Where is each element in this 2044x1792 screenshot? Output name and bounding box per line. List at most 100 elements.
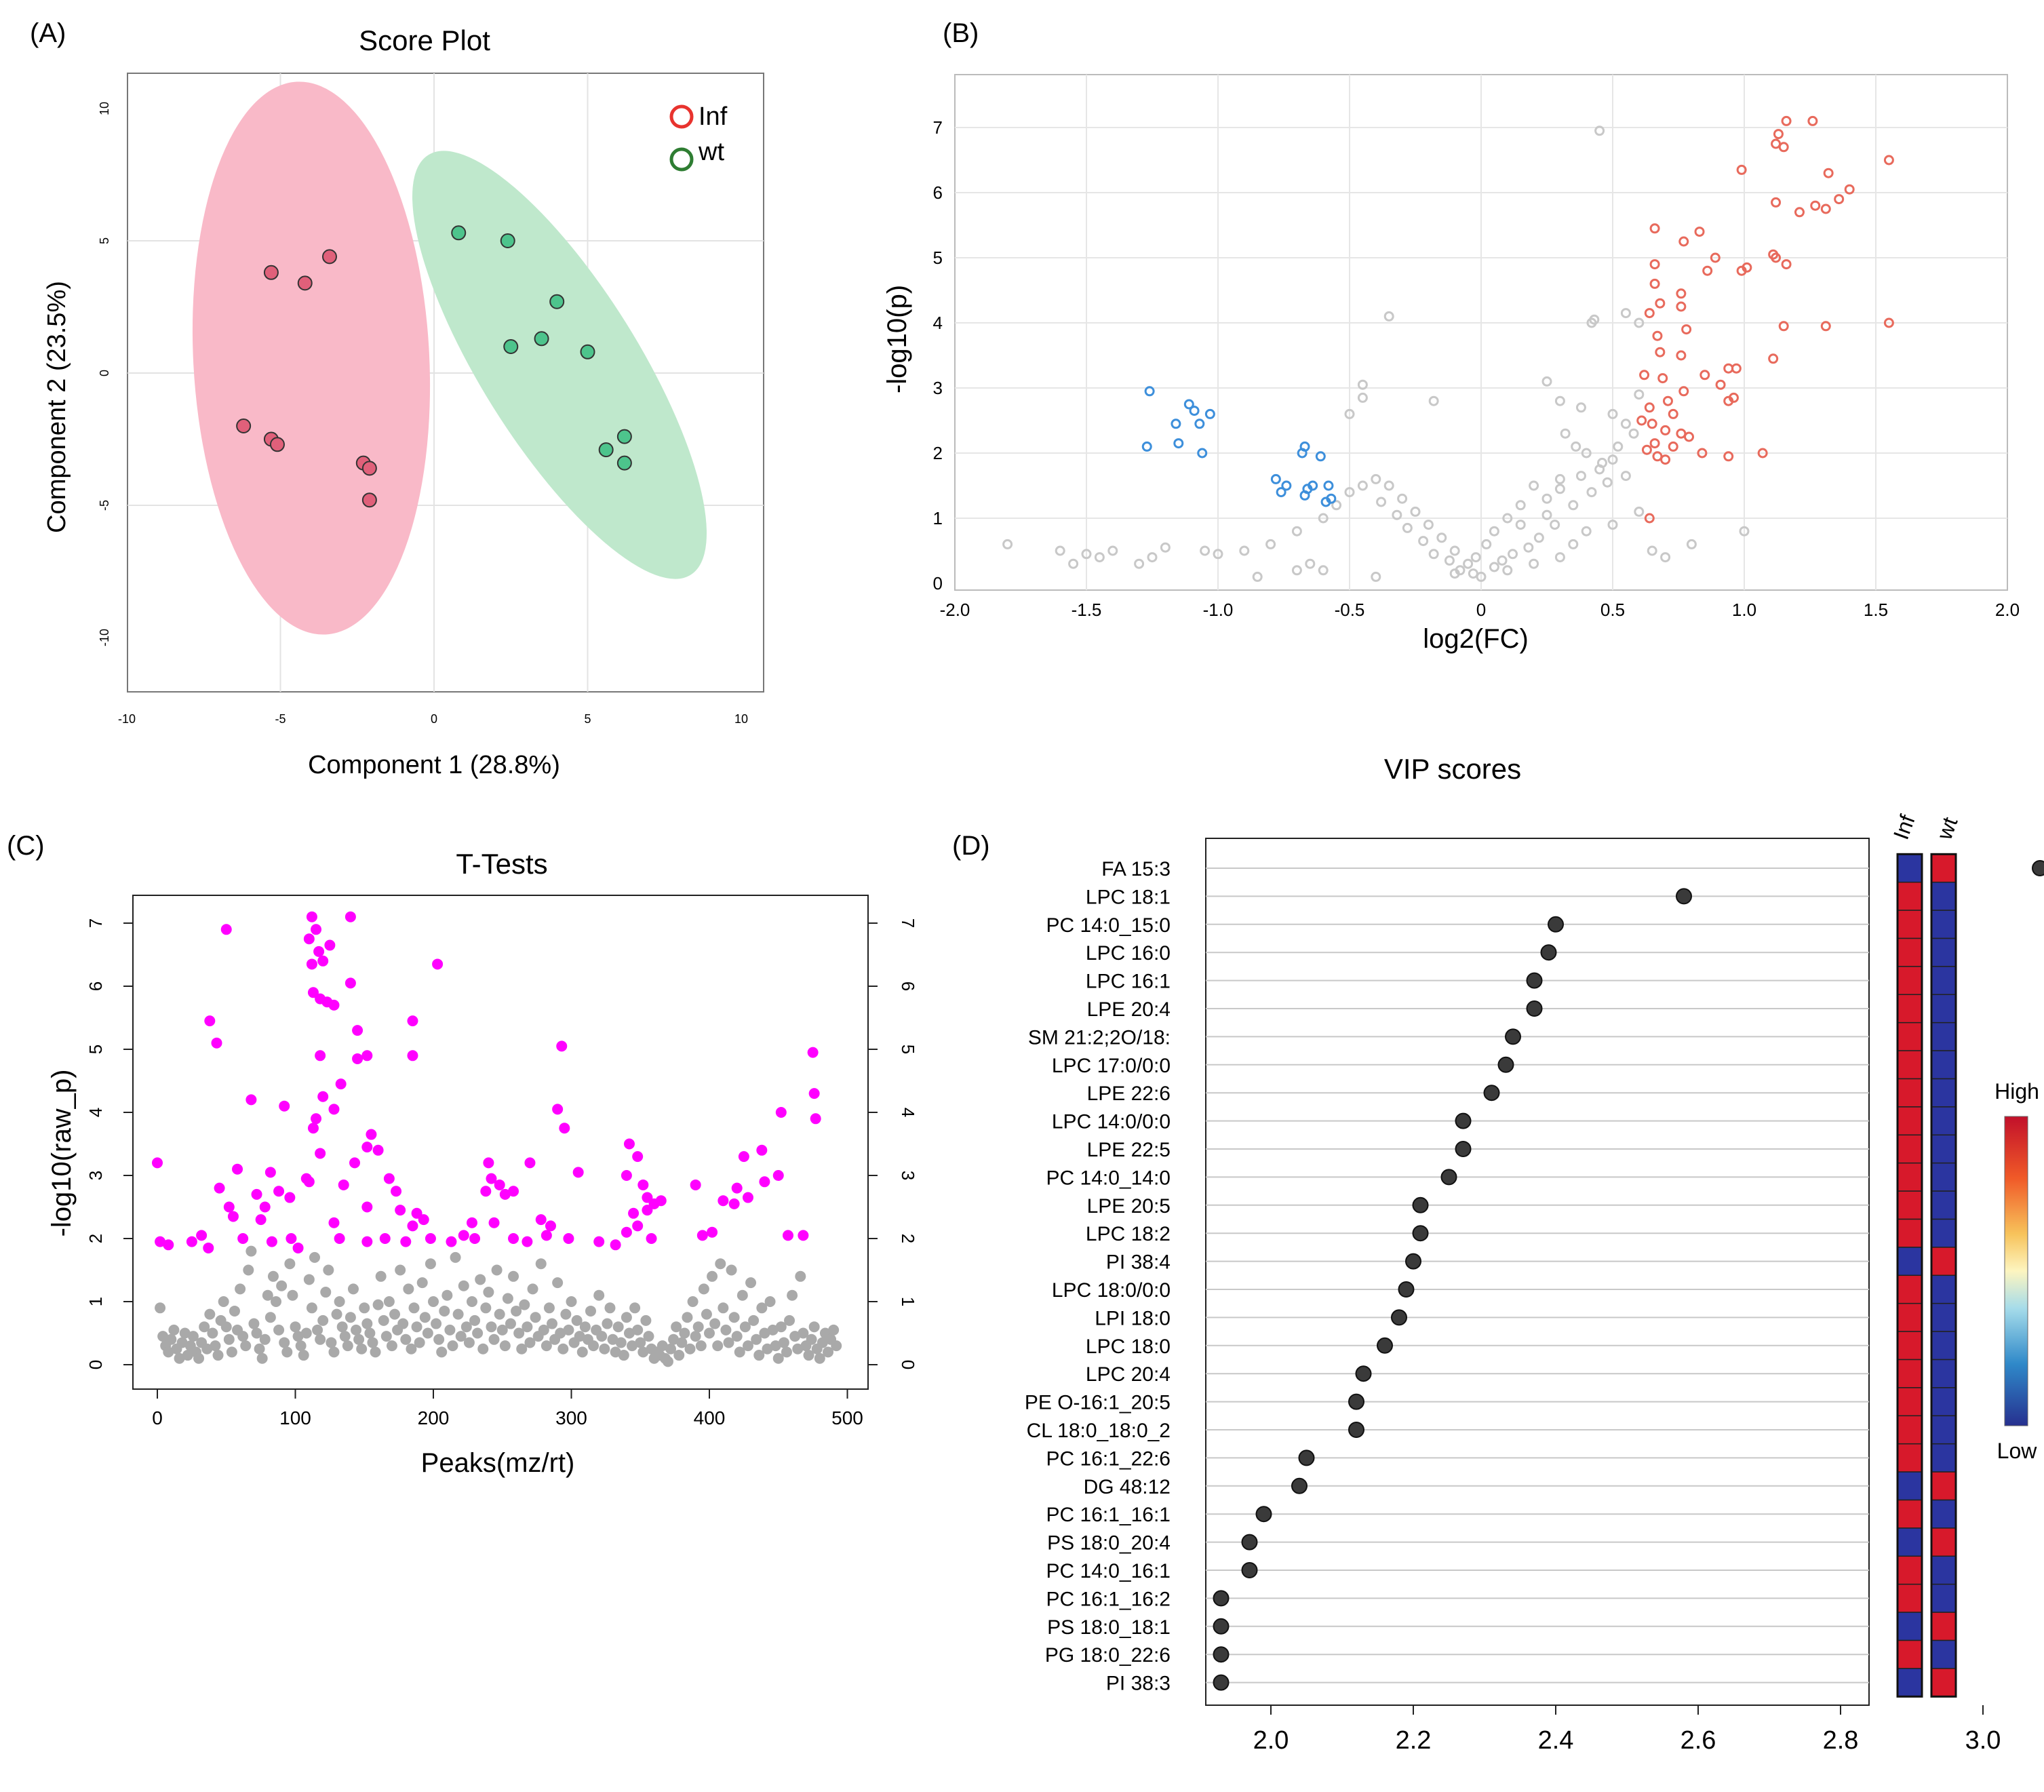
significant-peak xyxy=(345,977,356,989)
wt-point xyxy=(451,225,467,241)
heat-cell-inf xyxy=(1897,1247,1923,1277)
non-significant-point xyxy=(1265,539,1276,549)
significant-peak xyxy=(772,1170,784,1181)
significant-peak xyxy=(446,1236,457,1247)
nonsignificant-peak xyxy=(684,1343,696,1355)
vip-score-point xyxy=(1213,1646,1230,1663)
nonsignificant-peak xyxy=(798,1327,809,1339)
up-regulated-point xyxy=(1694,227,1705,237)
heat-cell-inf xyxy=(1897,1302,1923,1332)
legend-wt-label: wt xyxy=(698,138,724,166)
non-significant-point xyxy=(1423,520,1434,530)
x-tick-label: -10 xyxy=(118,712,136,726)
nonsignificant-peak xyxy=(483,1287,494,1298)
heat-cell-wt xyxy=(1931,1555,1957,1585)
up-regulated-point xyxy=(1883,317,1894,328)
heat-header-inf: Inf xyxy=(1889,812,1920,843)
nonsignificant-peak xyxy=(339,1331,351,1342)
significant-peak xyxy=(483,1157,494,1169)
score-plot-legend: Inf wt xyxy=(669,102,728,172)
vip-feature-label: PI 38:3 xyxy=(1106,1673,1171,1695)
significant-peak xyxy=(306,958,317,970)
nonsignificant-peak xyxy=(428,1296,439,1307)
non-significant-point xyxy=(1541,509,1552,520)
down-regulated-point xyxy=(1276,487,1286,498)
vip-score-point xyxy=(1505,1028,1521,1045)
non-significant-point xyxy=(1357,379,1368,390)
down-regulated-point xyxy=(1189,406,1200,416)
significant-peak xyxy=(621,1226,632,1238)
nonsignificant-peak xyxy=(251,1327,262,1339)
vip-feature-label: PC 16:1_16:1 xyxy=(1046,1504,1171,1526)
non-significant-point xyxy=(1529,558,1539,569)
nonsignificant-peak xyxy=(767,1324,779,1336)
significant-peak xyxy=(345,911,356,922)
up-regulated-point xyxy=(1820,203,1831,214)
non-significant-point xyxy=(1489,526,1499,537)
down-regulated-point xyxy=(1297,448,1308,459)
up-regulated-point xyxy=(1710,252,1721,263)
vip-score-point xyxy=(1348,1393,1364,1410)
nonsignificant-peak xyxy=(284,1258,296,1270)
x-tick-label: 200 xyxy=(418,1407,450,1428)
nonsignificant-peak xyxy=(772,1352,784,1364)
heat-cell-inf xyxy=(1897,1021,1923,1051)
heat-cell-inf xyxy=(1897,881,1923,911)
significant-peak xyxy=(655,1195,667,1207)
heat-cell-wt xyxy=(1931,1162,1957,1192)
volcano-ylabel: -log10(p) xyxy=(882,285,912,393)
panel-b: (B) -2.0 -1.5 -1.0 -0.5 0 0.5 1.0 1.5 2.0 0 1 2 3 4 5… xyxy=(882,18,2020,654)
nonsignificant-peak xyxy=(264,1312,276,1323)
x-tick-label: 2.0 xyxy=(1253,1726,1289,1755)
x-tick-label: 2.6 xyxy=(1681,1726,1716,1755)
x-tick-label: 2.2 xyxy=(1396,1726,1432,1755)
significant-peak xyxy=(313,946,325,957)
non-significant-point xyxy=(1502,565,1513,576)
significant-peak xyxy=(352,1025,363,1036)
non-significant-point xyxy=(1410,506,1421,517)
significant-peak xyxy=(379,1233,391,1244)
nonsignificant-peak xyxy=(692,1321,704,1333)
nonsignificant-peak xyxy=(204,1308,216,1320)
nonsignificant-peak xyxy=(165,1333,177,1345)
nonsignificant-peak xyxy=(210,1340,221,1352)
nonsignificant-peak xyxy=(524,1337,536,1348)
non-significant-point xyxy=(1523,542,1534,553)
heat-cell-inf xyxy=(1897,1387,1923,1417)
nonsignificant-peak xyxy=(795,1270,806,1282)
heat-cell-wt xyxy=(1931,881,1957,911)
vip-score-point xyxy=(1548,916,1564,933)
nonsignificant-peak xyxy=(276,1280,288,1291)
up-regulated-point xyxy=(1781,259,1792,270)
up-regulated-point xyxy=(1662,395,1673,406)
significant-peak xyxy=(383,1173,395,1184)
nonsignificant-peak xyxy=(676,1337,688,1348)
vip-score-point xyxy=(1291,1477,1308,1494)
nonsignificant-peak xyxy=(450,1251,461,1263)
significant-peak xyxy=(782,1230,793,1241)
x-tick-label: -1.0 xyxy=(1203,600,1234,620)
nonsignificant-peak xyxy=(538,1324,549,1336)
y-tick-label: -10 xyxy=(98,629,111,646)
nonsignificant-peak xyxy=(331,1308,342,1320)
significant-peak xyxy=(232,1163,243,1175)
non-significant-point xyxy=(1575,402,1586,413)
wt-point xyxy=(500,233,515,248)
heat-cell-wt xyxy=(1931,1583,1957,1613)
non-significant-point xyxy=(1002,539,1013,549)
nonsignificant-peak xyxy=(671,1321,682,1333)
vip-score-point xyxy=(1540,944,1557,961)
nonsignificant-peak xyxy=(560,1308,572,1320)
x-tick-label: 0 xyxy=(152,1407,163,1428)
non-significant-point xyxy=(1515,520,1526,530)
inf-point xyxy=(297,275,313,291)
nonsignificant-peak xyxy=(778,1337,789,1348)
significant-peak xyxy=(203,1242,214,1253)
nonsignificant-peak xyxy=(831,1340,842,1352)
nonsignificant-peak xyxy=(817,1337,828,1348)
nonsignificant-peak xyxy=(414,1337,425,1348)
vip-score-point xyxy=(1440,1169,1457,1186)
up-regulated-point xyxy=(1678,386,1689,397)
heat-cell-inf xyxy=(1897,1134,1923,1164)
nonsignificant-peak xyxy=(273,1324,285,1336)
